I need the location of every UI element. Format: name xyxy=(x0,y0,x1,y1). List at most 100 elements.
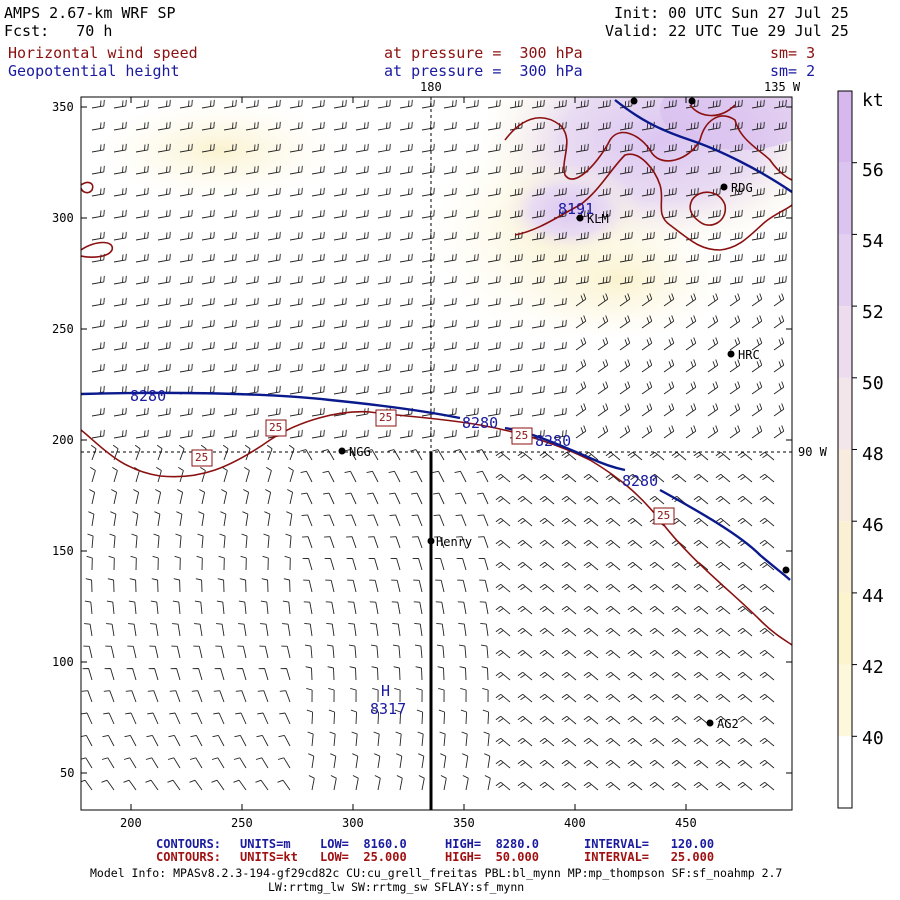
wind-barb xyxy=(220,511,227,527)
wind-barb xyxy=(411,492,423,505)
wind-barb xyxy=(173,578,181,593)
wind-barb xyxy=(465,319,479,329)
wind-barb xyxy=(157,253,171,263)
wind-barb xyxy=(157,363,171,373)
wind-barb xyxy=(223,99,237,109)
wind-barb xyxy=(189,779,203,791)
wind-barb xyxy=(128,600,137,615)
wind-barb xyxy=(759,495,775,505)
wind-barb xyxy=(91,363,105,373)
wind-barb xyxy=(123,779,137,791)
colorbar-label-42: 42 xyxy=(862,657,884,678)
wind-barb xyxy=(399,99,413,109)
wind-barb xyxy=(421,121,435,131)
wind-barb xyxy=(280,668,291,681)
wind-barb xyxy=(82,668,93,681)
wind-barb xyxy=(157,407,171,417)
wind-barb xyxy=(487,429,501,439)
x-tick-200: 200 xyxy=(120,816,142,830)
wind-barb xyxy=(627,473,643,483)
wind-barb xyxy=(627,693,643,703)
wind-barb xyxy=(685,165,699,175)
wind-barb xyxy=(372,687,379,703)
wind-barb xyxy=(462,753,469,769)
wind-barb xyxy=(355,165,369,175)
wind-barb xyxy=(477,492,489,505)
wind-barb xyxy=(245,99,259,109)
wind-barb xyxy=(649,693,665,703)
wind-barb xyxy=(377,99,391,109)
wind-barb xyxy=(773,381,785,395)
wind-barb xyxy=(597,165,611,175)
wind-barb xyxy=(605,539,621,549)
wind-barb xyxy=(663,143,677,153)
wind-barb xyxy=(671,583,687,593)
wind-barb xyxy=(440,775,447,791)
wind-barb xyxy=(443,253,457,263)
wind-barb xyxy=(478,536,489,549)
wind-barb xyxy=(627,737,643,747)
wind-barb xyxy=(333,187,347,197)
wind-barb xyxy=(455,492,467,505)
wind-barb xyxy=(242,511,249,527)
colorbar-label-44: 44 xyxy=(862,586,884,607)
wind-barb xyxy=(729,359,741,373)
wind-barb xyxy=(303,579,313,593)
wind-barb xyxy=(91,143,105,153)
wind-barb xyxy=(399,187,413,197)
wind-barb xyxy=(421,319,435,329)
wind-barb xyxy=(438,709,446,725)
wind-barb xyxy=(443,209,457,219)
wind-barb xyxy=(627,561,643,571)
wind-barb xyxy=(597,275,611,285)
wind-barb xyxy=(135,275,149,285)
wind-barb xyxy=(627,539,643,549)
wind-barb xyxy=(517,693,533,703)
contour-info-height-label: CONTOURS: xyxy=(156,837,222,851)
wind-barb xyxy=(300,470,313,483)
wind-barb xyxy=(759,649,775,659)
wind-barb xyxy=(279,690,291,703)
init-time: Init: 00 UTC Sun 27 Jul 25 xyxy=(614,4,849,22)
wind-barb xyxy=(366,470,379,483)
height-label-1: 8280 xyxy=(130,387,167,405)
wind-barb xyxy=(175,533,182,549)
wind-barb xyxy=(605,473,621,483)
wind-barb xyxy=(157,429,171,439)
wind-barb xyxy=(83,645,93,659)
wind-barb xyxy=(465,209,479,219)
wind-barb xyxy=(399,275,413,285)
wind-barb xyxy=(465,121,479,131)
wind-barb xyxy=(707,293,719,307)
wind-barb xyxy=(517,539,533,549)
wind-barb xyxy=(707,315,719,329)
wind-barb xyxy=(649,627,665,637)
wind-barb xyxy=(539,693,555,703)
wind-barb xyxy=(495,561,511,571)
wind-barb xyxy=(583,539,599,549)
wind-barb xyxy=(575,231,589,241)
wind-barb xyxy=(605,693,621,703)
wind-barb xyxy=(641,293,653,307)
wind-barb xyxy=(737,451,753,461)
wind-barb xyxy=(399,297,413,307)
wind-barb xyxy=(597,315,609,329)
contour-info-wind-interval: INTERVAL= 25.000 xyxy=(584,850,715,864)
wind-barb xyxy=(194,623,203,637)
wind-barb xyxy=(773,165,787,175)
wind-barb xyxy=(102,734,115,747)
wind-barb xyxy=(352,775,359,791)
wind-barb xyxy=(410,449,423,461)
wind-barb xyxy=(553,363,567,373)
wind-barb xyxy=(583,561,599,571)
wind-barb xyxy=(394,709,402,725)
wind-barb xyxy=(597,403,609,417)
wind-label-3: 25 xyxy=(379,411,393,424)
contour-info-wind-units: UNITS=kt xyxy=(240,850,298,864)
wind-barb xyxy=(759,539,775,549)
wind-barb xyxy=(539,561,555,571)
wind-barb xyxy=(641,253,655,263)
wind-barb xyxy=(495,539,511,549)
wind-barb xyxy=(179,319,193,329)
model-info-2: LW:rrtmg_lw SW:rrtmg_sw SFLAY:sf_mynn xyxy=(268,880,525,894)
